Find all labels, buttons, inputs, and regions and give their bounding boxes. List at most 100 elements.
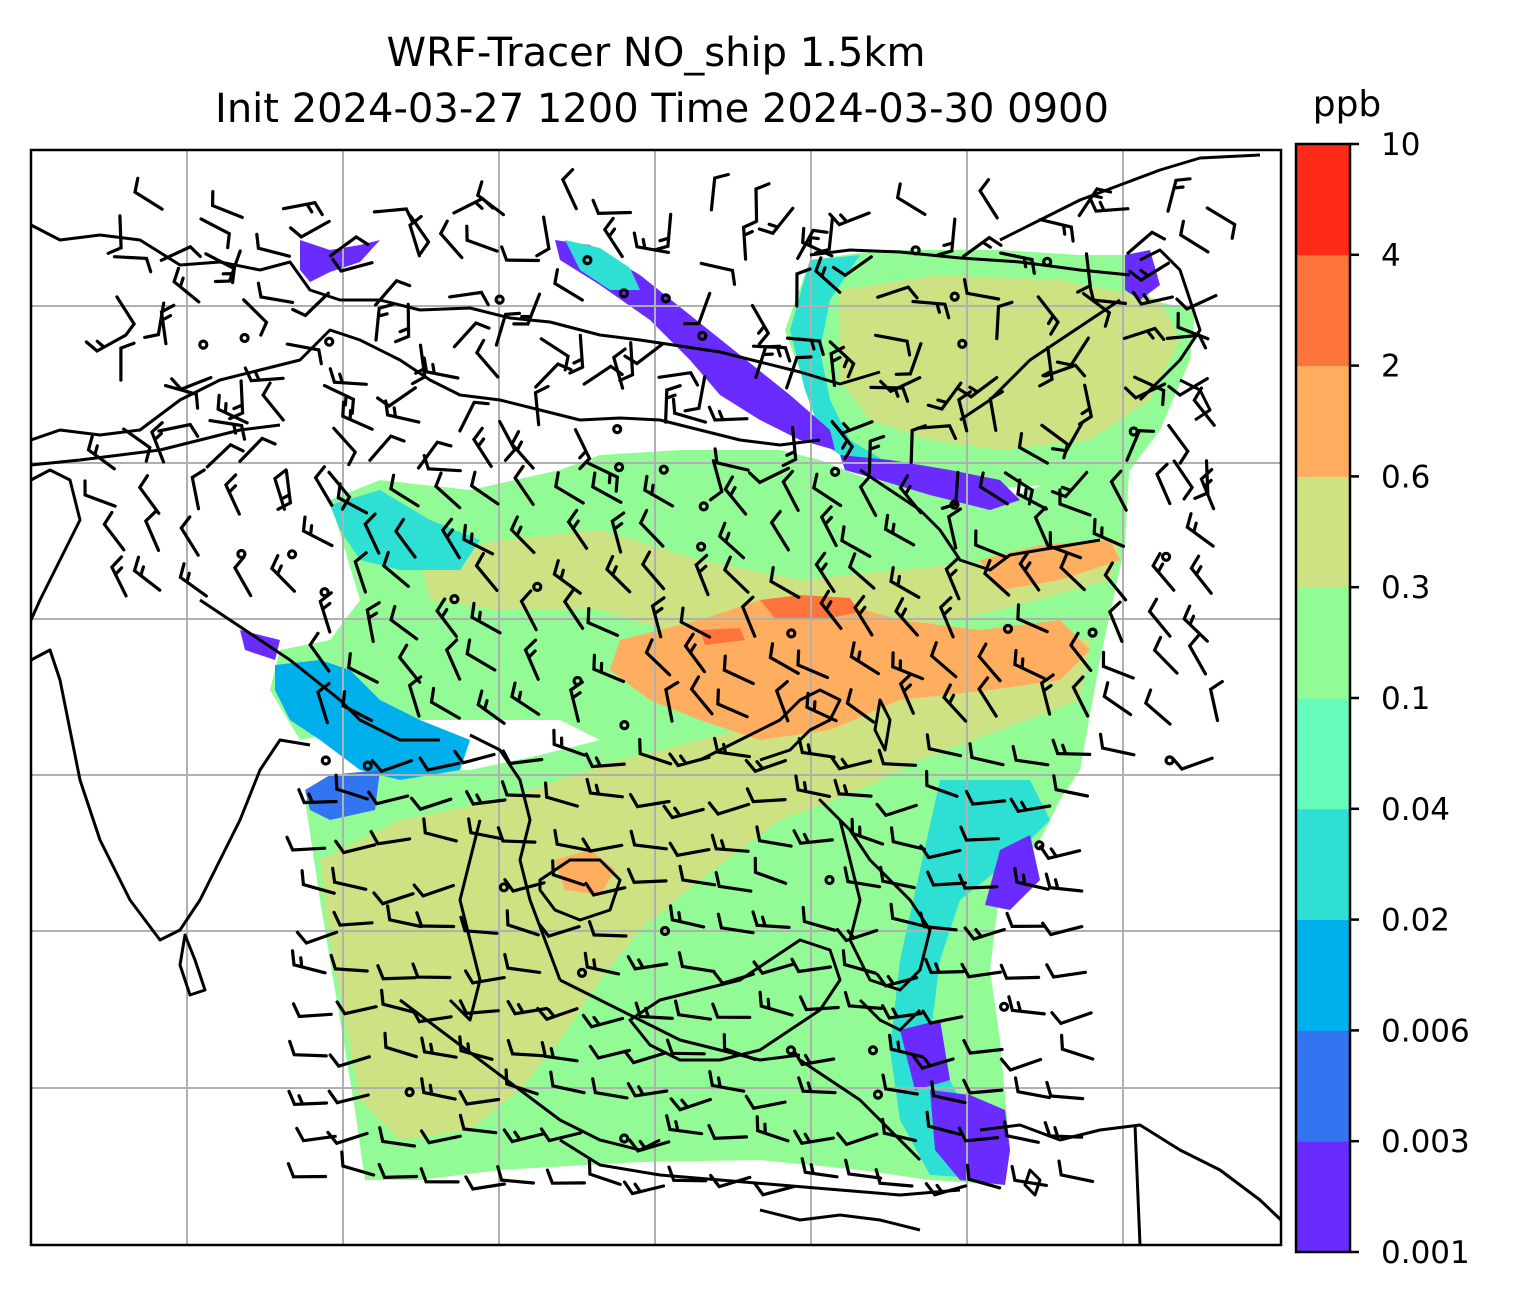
wind-barb [269, 554, 296, 593]
wind-barb [753, 1181, 796, 1197]
wind-barb [946, 507, 962, 550]
wind-barb [340, 1150, 376, 1177]
wind-barb [841, 949, 878, 975]
wind-barb [560, 168, 578, 211]
wind-barb [847, 552, 876, 590]
wind-barb [819, 505, 838, 548]
wind-barb [962, 278, 1001, 301]
wind-barb [716, 912, 755, 935]
wind-barb [291, 1002, 333, 1019]
wind-barb [1010, 1164, 1049, 1187]
wind-barb [1155, 462, 1172, 506]
wind-barb [1050, 1011, 1093, 1026]
wind-barb [243, 366, 285, 383]
wind-barb [328, 367, 368, 386]
wind-barb [758, 990, 794, 1017]
wind-barb [1036, 295, 1060, 336]
wind-barb [122, 427, 152, 463]
calm-wind-marker [1002, 623, 1014, 635]
wind-barb [384, 399, 421, 424]
wind-barb [774, 680, 790, 723]
wind-barb [434, 471, 462, 510]
wind-barb [367, 790, 410, 806]
wind-barb [723, 475, 748, 516]
wind-barb [926, 381, 963, 411]
wind-barb [622, 1180, 666, 1196]
wind-barb [781, 425, 798, 468]
wind-barb [867, 434, 886, 475]
wind-barb [678, 864, 717, 887]
wind-barb [586, 461, 619, 493]
colorbar-tick-label: 0.04 [1381, 792, 1450, 828]
wind-barb [568, 333, 585, 375]
calm-wind-marker [786, 628, 797, 639]
wind-barb [1088, 285, 1127, 305]
wind-barb [554, 471, 585, 505]
wind-barb [999, 1057, 1043, 1072]
wind-barb [801, 226, 834, 258]
wind-barb [459, 915, 499, 935]
wind-barb [632, 231, 671, 254]
wind-barb [628, 792, 671, 809]
wind-barb [341, 400, 374, 431]
calm-wind-marker [239, 332, 250, 344]
wind-barb [346, 652, 379, 684]
wind-barb [288, 1039, 328, 1058]
calm-wind-marker [1034, 840, 1045, 851]
wind-barb [119, 341, 136, 382]
wind-barb [591, 471, 623, 504]
wind-barb [435, 597, 458, 638]
calm-wind-marker [660, 293, 671, 304]
wind-barb [1060, 1033, 1095, 1061]
wind-barb [326, 1130, 369, 1146]
wind-barb [504, 1068, 539, 1096]
map-frame [29, 148, 1283, 1247]
colorbar-tick-label: 0.02 [1381, 903, 1450, 939]
calm-wind-marker [829, 466, 841, 477]
wind-barb [190, 468, 206, 511]
colorbar-segment [1296, 919, 1350, 1031]
wind-barb [1208, 680, 1224, 723]
wind-barb [1185, 512, 1215, 548]
wind-barb [652, 212, 673, 252]
wind-barbs [83, 168, 1237, 1197]
wind-barb [438, 219, 464, 260]
wind-barb [281, 200, 324, 217]
wind-barb [710, 833, 750, 853]
wind-barb [1175, 294, 1218, 311]
calm-wind-marker [619, 1133, 630, 1144]
wind-barb [638, 508, 665, 548]
wind-barb [210, 190, 244, 219]
wind-barb [1131, 290, 1174, 306]
wind-barb [794, 774, 831, 798]
wind-barb [376, 386, 417, 408]
wind-barb [978, 471, 1009, 506]
calm-wind-marker [824, 874, 835, 886]
calm-wind-marker [910, 245, 921, 256]
wind-barb [623, 1049, 666, 1065]
wind-barb [602, 216, 624, 259]
tracer-field-low-east2 [930, 1090, 1010, 1185]
calm-wind-marker [404, 1086, 415, 1098]
wind-barb [753, 856, 788, 885]
wind-barb [242, 298, 269, 337]
wind-barb [618, 341, 635, 382]
wind-barb [926, 870, 967, 887]
tracer-field-low-japan [1125, 250, 1160, 300]
wind-barb [500, 780, 541, 798]
calm-wind-marker [619, 719, 630, 731]
calm-wind-marker [198, 339, 209, 350]
wind-barb [1178, 219, 1210, 254]
wind-barb [581, 837, 624, 853]
tracer-field-low-bohai [840, 455, 1020, 510]
wind-barb [513, 464, 535, 506]
wind-barb [368, 434, 406, 462]
wind-barb [805, 691, 838, 723]
wind-barb [1013, 866, 1050, 891]
wind-barb [137, 474, 161, 515]
wind-barb [709, 172, 730, 212]
wind-barb [983, 559, 1011, 597]
wind-barb [717, 521, 746, 560]
wind-barb [627, 1138, 671, 1153]
wind-barb [465, 790, 507, 806]
